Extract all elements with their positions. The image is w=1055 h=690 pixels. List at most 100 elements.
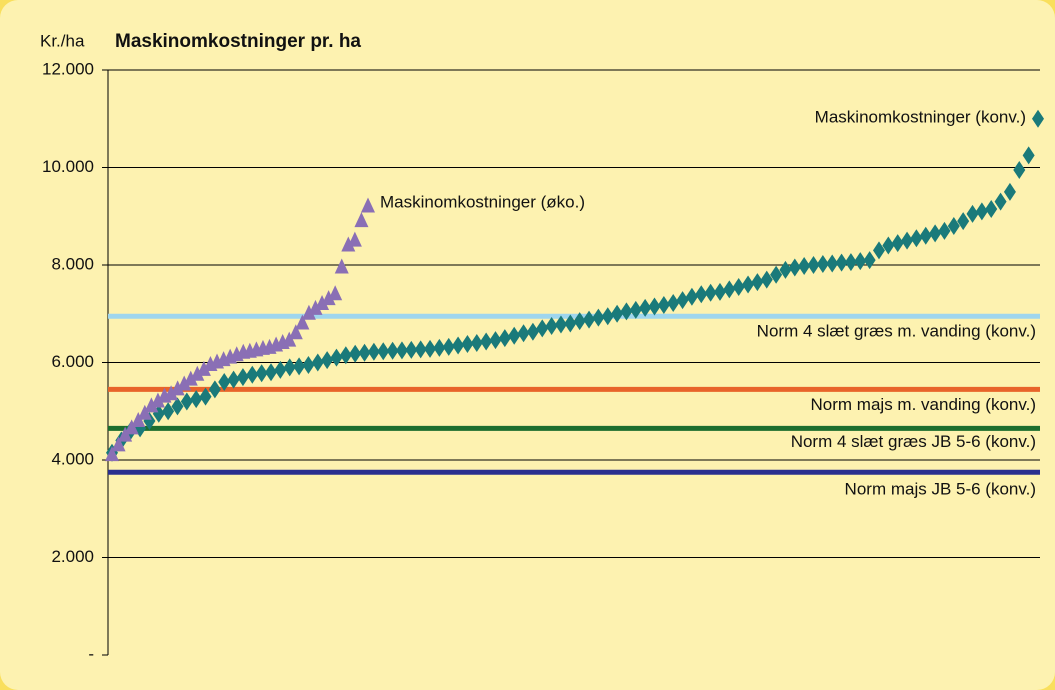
data-point [648,297,661,316]
data-point [361,197,375,213]
data-point [199,387,212,406]
data-point [236,368,249,387]
data-point [826,254,839,273]
data-point [554,315,567,334]
data-point [583,310,596,329]
data-point [1003,182,1016,201]
data-point [685,287,698,306]
data-point [255,364,268,383]
data-point [517,324,530,343]
data-point [347,231,362,247]
data-point [170,380,185,396]
data-point [183,370,198,386]
data-point [470,334,483,352]
data-point [779,260,792,279]
data-point [190,390,203,409]
data-point [321,290,336,306]
y-tick-label: 4.000 [51,449,94,468]
data-point [386,341,399,360]
data-point [311,353,324,372]
data-point [295,314,310,330]
data-point [171,397,184,416]
data-point [162,402,175,421]
data-point [180,392,193,411]
data-point [349,344,362,363]
data-point [498,329,511,348]
data-point [742,275,755,294]
data-point [919,226,932,245]
reference-label: Norm 4 slæt græs m. vanding (konv.) [757,322,1036,341]
data-point [302,355,315,374]
data-point [704,283,717,302]
data-point [452,336,465,355]
data-point [424,339,437,358]
data-point [208,380,221,399]
data-point [150,392,165,408]
data-point [798,256,811,275]
data-point [1013,160,1026,179]
data-point [564,314,577,333]
data-point [308,299,323,315]
data-point [508,326,521,345]
data-point [1032,109,1044,128]
data-point [330,348,343,367]
data-point [395,341,408,360]
data-point [461,334,474,353]
y-tick-label: 12.000 [42,59,94,78]
data-point [938,221,951,240]
chart-title: Maskinomkostninger pr. ha [115,31,361,52]
data-point [611,304,624,323]
data-point [713,282,726,301]
y-tick-label: - [88,644,94,663]
data-point [339,346,352,365]
data-point [639,298,652,317]
data-point [985,199,998,218]
reference-label: Norm 4 slæt græs JB 5-6 (konv.) [791,432,1036,451]
data-point [723,280,736,299]
y-tick-label: 10.000 [42,157,94,176]
data-point [144,397,159,413]
data-point [835,253,848,272]
data-point [957,212,970,231]
data-point [274,360,287,379]
data-point [526,322,539,341]
data-point [601,307,614,326]
data-point [315,295,330,310]
data-point [293,357,306,376]
data-point [480,332,493,351]
data-point [536,319,549,338]
data-point [358,343,371,362]
data-point [947,217,960,235]
y-tick-label: 2.000 [51,547,94,566]
data-point [816,255,829,274]
data-point [405,340,418,359]
data-point [770,265,783,284]
data-point [164,385,179,401]
data-point [620,302,633,321]
data-point [105,446,119,462]
data-point [863,251,876,270]
data-point [177,375,192,391]
data-point [994,192,1007,211]
data-point [901,231,914,250]
data-point [190,365,205,381]
y-tick-label: 8.000 [51,254,94,273]
data-point [246,365,259,384]
data-point [433,338,446,357]
data-point [676,291,689,310]
data-point [334,258,349,274]
data-point [196,360,211,376]
y-axis-label: Kr./ha [40,31,85,50]
data-point [657,295,670,314]
data-point [442,337,455,356]
data-point [667,294,680,313]
data-point [592,308,605,327]
series-label: Maskinomkostninger (konv.) [815,107,1026,126]
data-point [414,340,427,359]
data-point [629,300,642,319]
data-point [328,285,343,301]
data-point [760,270,773,289]
data-point [573,312,586,331]
